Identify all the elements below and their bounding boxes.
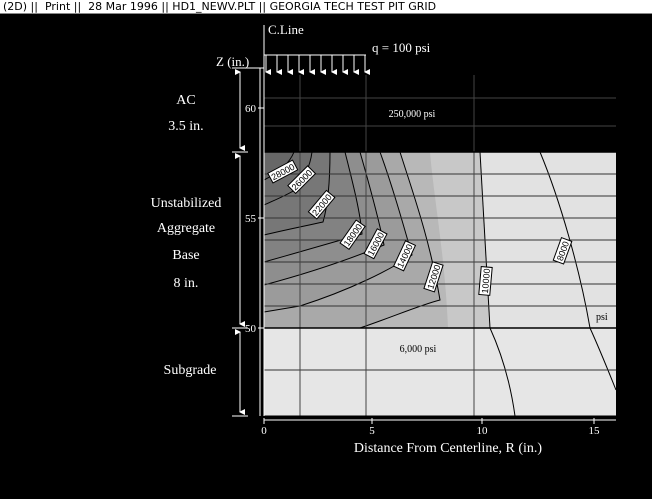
base-layer-line-4: 8 in.	[174, 276, 199, 291]
centerline-label: C.Line	[268, 22, 304, 37]
mesh-grid	[264, 75, 616, 416]
x-tick-label: 15	[589, 425, 601, 437]
subgrade-modulus-label: 6,000 psi	[400, 344, 437, 355]
z-tick-label: 55	[245, 213, 257, 225]
x-tick-label: 10	[477, 425, 489, 437]
ac-layer	[264, 75, 616, 152]
x-axis-label: Distance From Centerline, R (in.)	[354, 441, 543, 456]
z-tick-label: 60	[245, 103, 257, 115]
z-axis-label: Z (in.)	[216, 54, 249, 69]
z-axis-ticks: 60 55 50	[245, 103, 264, 335]
subgrade-layer-name: Subgrade	[164, 363, 217, 378]
psi-unit-label: psi	[596, 312, 608, 323]
x-tick-label: 0	[261, 425, 267, 437]
base-layer-line-2: Aggregate	[157, 221, 215, 236]
layer-dimension-arrows	[232, 69, 248, 417]
load-label: q = 100 psi	[372, 40, 431, 55]
z-tick-label: 50	[245, 323, 257, 335]
base-layer-line-3: Base	[172, 248, 199, 263]
x-tick-label: 5	[369, 425, 375, 437]
load-arrows	[264, 54, 370, 75]
ac-modulus-label: 250,000 psi	[389, 109, 436, 120]
x-axis-ticks: 0 5 10 15	[261, 418, 600, 437]
contour-labels: 28000 26000 22000 18000 16000 14000 1200…	[267, 159, 573, 296]
ac-layer-thickness: 3.5 in.	[168, 119, 203, 134]
window-title-bar: (2D) || Print || 28 Mar 1996 || HD1_NEWV…	[0, 0, 652, 14]
subgrade-layer	[264, 328, 616, 416]
base-layer-line-1: Unstabilized	[151, 196, 222, 211]
contour-label: 10000	[480, 268, 492, 294]
ac-layer-name: AC	[176, 93, 195, 108]
